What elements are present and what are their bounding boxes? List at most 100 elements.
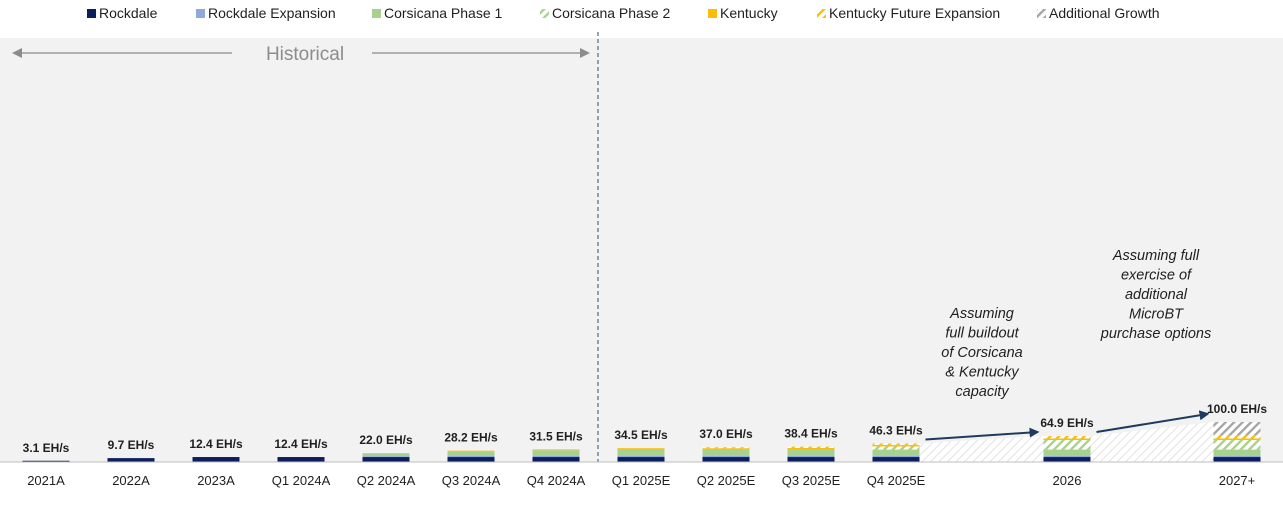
- x-tick-2023a: 2023A: [197, 473, 235, 488]
- bar-2026-corsicana-phase-1: [1043, 449, 1091, 456]
- bar-2022a-rockdale: [107, 458, 155, 462]
- bar-q3-2025e-rockdale-expansion: [787, 455, 835, 458]
- total-label-q3-2024a: 28.2 EH/s: [444, 431, 498, 445]
- bar-q1-2025e-rockdale: [617, 457, 665, 462]
- bar-q2-2024a-corsicana-phase-1: [362, 453, 410, 457]
- bar-2026-kentucky-future-expansion: [1043, 436, 1091, 439]
- plot-background: [0, 38, 1283, 462]
- growth-arrow-2027: [1096, 410, 1210, 434]
- x-tick-2027: 2027+: [1219, 473, 1256, 488]
- legend-swatch-additional-growth: [1037, 9, 1046, 18]
- bar-q4-2024a-rockdale: [532, 457, 580, 462]
- bar-2027-corsicana-phase-1: [1213, 449, 1261, 456]
- total-label-2023a: 12.4 EH/s: [189, 437, 243, 451]
- total-label-q1-2025e: 34.5 EH/s: [614, 428, 668, 442]
- total-label-q3-2025e: 38.4 EH/s: [784, 427, 838, 441]
- legend-label-kentucky: Kentucky: [720, 5, 778, 21]
- bar-q1-2024a-rockdale: [277, 457, 325, 462]
- bar-q4-2025e-rockdale: [872, 457, 920, 462]
- projection-shade-2026: [919, 436, 1044, 462]
- bar-q1-2025e-kentucky: [617, 448, 665, 450]
- bar-2027-corsicana-phase-2: [1213, 440, 1261, 450]
- legend-label-rockdale: Rockdale: [99, 5, 158, 21]
- legend-label-corsicana-phase-1: Corsicana Phase 1: [384, 5, 503, 21]
- bar-q4-2025e-kentucky: [872, 444, 920, 447]
- x-tick-q3-2025e: Q3 2025E: [782, 473, 841, 488]
- bar-q1-2025e-rockdale-expansion: [617, 455, 665, 458]
- bar-q3-2025e-rockdale: [787, 457, 835, 462]
- total-label-2027: 100.0 EH/s: [1207, 402, 1267, 416]
- x-axis: 2021A 2022A 2023A Q1 2024A Q2 2024A Q3 2024A Q…: [0, 461, 1283, 488]
- x-tick-q1-2025e: Q1 2025E: [612, 473, 671, 488]
- legend-label-rockdale-expansion: Rockdale Expansion: [208, 5, 336, 21]
- bar-2027-kentucky-future-expansion: [1213, 435, 1261, 439]
- total-label-q4-2025e: 46.3 EH/s: [869, 423, 923, 437]
- total-label-q1-2024a: 12.4 EH/s: [274, 437, 328, 451]
- bar-q4-2025e-corsicana-phase-1: [872, 449, 920, 456]
- bar-q2-2024a-rockdale: [362, 457, 410, 462]
- bar-q2-2025e-rockdale-expansion: [702, 455, 750, 458]
- legend-swatch-rockdale: [87, 9, 96, 18]
- growth-arrow-2026: [925, 427, 1040, 441]
- bar-q2-2025e-corsicana-phase-1: [702, 449, 750, 456]
- bar-q3-2025e-corsicana-phase-1: [787, 449, 835, 456]
- annotation-1: Assuming full buildout of Corsicana & Kentu…: [941, 306, 1022, 400]
- x-tick-q1-2024a: Q1 2024A: [272, 473, 331, 488]
- bar-2026-corsicana-phase-2: [1043, 440, 1091, 450]
- legend-label-kentucky-future-expansion: Kentucky Future Expansion: [829, 5, 1000, 21]
- projection-shading: [919, 422, 1214, 462]
- total-label-q2-2024a: 22.0 EH/s: [359, 433, 413, 447]
- bar-2023a-rockdale: [192, 457, 240, 462]
- x-tick-2026: 2026: [1053, 473, 1082, 488]
- legend-label-additional-growth: Additional Growth: [1049, 5, 1160, 21]
- total-label-2026: 64.9 EH/s: [1040, 416, 1094, 430]
- x-tick-q3-2024a: Q3 2024A: [442, 473, 501, 488]
- legend-swatch-corsicana-phase-2: [540, 9, 549, 18]
- bar-q3-2024a-rockdale: [447, 457, 495, 462]
- bar-2027-kentucky: [1213, 438, 1261, 441]
- x-tick-q2-2024a: Q2 2024A: [357, 473, 416, 488]
- bar-q3-2024a-rockdale-expansion: [447, 455, 495, 458]
- bar-q2-2024a-rockdale-expansion: [362, 456, 410, 458]
- bar-q2-2025e-rockdale: [702, 457, 750, 462]
- historical-label: Historical: [266, 44, 344, 65]
- bar-q4-2025e-corsicana-phase-2: [872, 446, 920, 450]
- bar-q2-2025e-kentucky-future-expansion: [702, 447, 750, 449]
- bar-q4-2025e-kentucky-future-expansion: [872, 443, 920, 445]
- bar-2026-kentucky: [1043, 438, 1091, 441]
- x-tick-2022a: 2022A: [112, 473, 150, 488]
- x-tick-q2-2025e: Q2 2025E: [697, 473, 756, 488]
- legend-swatch-kentucky-future-expansion: [817, 9, 826, 18]
- bars: [22, 422, 1261, 462]
- x-tick-q4-2025e: Q4 2025E: [867, 473, 926, 488]
- historical-divider: Historical: [12, 32, 599, 462]
- projection-shade-2027: [1090, 422, 1214, 462]
- legend-label-corsicana-phase-2: Corsicana Phase 2: [552, 5, 671, 21]
- total-label-2021a: 3.1 EH/s: [23, 441, 70, 455]
- x-tick-q4-2024a: Q4 2024A: [527, 473, 586, 488]
- legend-swatch-kentucky: [708, 9, 717, 18]
- legend-swatch-rockdale-expansion: [196, 9, 205, 18]
- bar-2026-rockdale: [1043, 457, 1091, 462]
- bar-2026-rockdale-expansion: [1043, 455, 1091, 458]
- legend: Rockdale Rockdale Expansion Corsicana Phas…: [87, 5, 1160, 21]
- bar-2027-additional-growth: [1213, 422, 1261, 436]
- bar-2027-rockdale-expansion: [1213, 455, 1261, 458]
- total-label-q2-2025e: 37.0 EH/s: [699, 427, 753, 441]
- bar-2021a-rockdale: [22, 460, 70, 462]
- bar-q4-2024a-kentucky: [532, 449, 580, 451]
- bar-q4-2024a-corsicana-phase-1: [532, 450, 580, 456]
- total-labels: 3.1 EH/s 9.7 EH/s 12.4 EH/s 12.4 EH/s 22.0 E…: [23, 402, 1268, 455]
- bar-q3-2024a-corsicana-phase-1: [447, 451, 495, 456]
- bar-q4-2025e-rockdale-expansion: [872, 455, 920, 458]
- bar-q3-2025e-kentucky-future-expansion: [787, 446, 835, 448]
- bar-q2-2025e-kentucky: [702, 448, 750, 450]
- total-label-2022a: 9.7 EH/s: [108, 438, 155, 452]
- x-tick-2021a: 2021A: [27, 473, 65, 488]
- total-label-q4-2024a: 31.5 EH/s: [529, 429, 583, 443]
- annotation-2: Assuming full exercise of additional MicroB…: [1100, 248, 1211, 342]
- bar-q4-2024a-rockdale-expansion: [532, 455, 580, 458]
- bar-q3-2025e-kentucky: [787, 448, 835, 450]
- annotations: Assuming full buildout of Corsicana & Kentu…: [925, 248, 1211, 441]
